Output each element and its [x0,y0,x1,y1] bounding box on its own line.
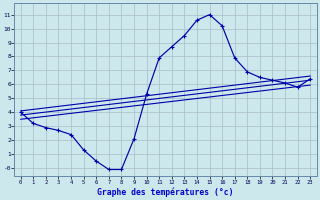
X-axis label: Graphe des températures (°c): Graphe des températures (°c) [97,187,234,197]
